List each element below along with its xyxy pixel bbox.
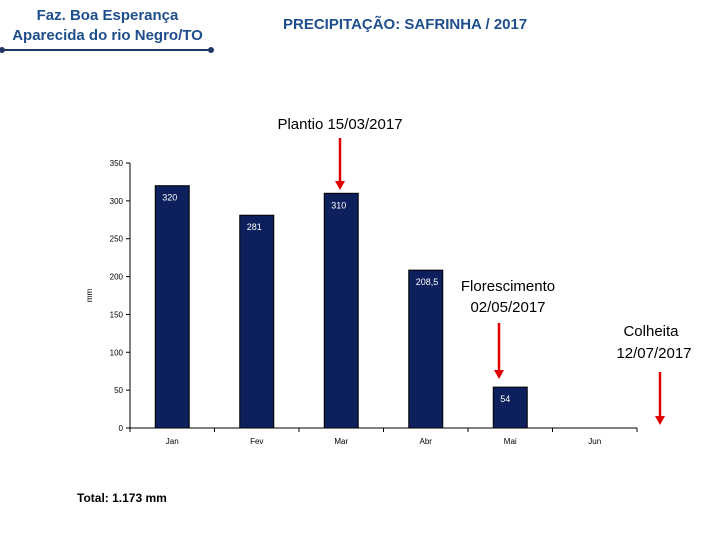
y-tick-label: 200: [110, 273, 124, 282]
bar-value-label: 320: [162, 193, 177, 203]
chart-title: PRECIPITAÇÃO: SAFRINHA / 2017: [283, 16, 528, 33]
x-tick-label: Abr: [420, 437, 433, 446]
annotation-florescimento-date: 02/05/2017: [470, 299, 545, 316]
bar-value-label: 208,5: [416, 277, 439, 287]
bar-value-label: 310: [331, 200, 346, 210]
x-tick-label: Mai: [504, 437, 517, 446]
annotation-colheita-label: Colheita: [623, 323, 679, 340]
farm-name: Faz. Boa Esperança: [36, 7, 179, 24]
bar-value-label: 54: [500, 394, 510, 404]
farm-title: Faz. Boa Esperança Aparecida do rio Negr…: [0, 6, 215, 46]
y-tick-label: 250: [110, 235, 124, 244]
bar: [239, 214, 275, 429]
annotation-arrow-head: [494, 370, 504, 379]
y-tick-label: 0: [119, 424, 124, 433]
x-tick-label: Mar: [334, 437, 348, 446]
x-tick-label: Fev: [250, 437, 263, 446]
annotation-arrow-head: [335, 181, 345, 190]
annotation-colheita-date: 12/07/2017: [616, 345, 691, 362]
x-tick-label: Jan: [166, 437, 179, 446]
bar: [492, 386, 528, 429]
annotation-florescimento-label: Florescimento: [461, 278, 555, 295]
y-tick-label: 150: [110, 310, 124, 319]
bar-value-label: 281: [247, 222, 262, 232]
title-underline: [0, 47, 214, 53]
bar: [408, 269, 444, 429]
bar: [323, 192, 359, 429]
y-tick-label: 50: [114, 386, 123, 395]
y-tick-label: 300: [110, 197, 124, 206]
annotation-arrow-head: [655, 416, 665, 425]
y-tick-label: 350: [110, 159, 124, 168]
y-axis-title: mm: [85, 289, 94, 303]
annotation-plantio: Plantio 15/03/2017: [277, 116, 402, 133]
bar: [154, 185, 190, 429]
total-precipitation: Total: 1.173 mm: [77, 491, 167, 505]
y-tick-label: 100: [110, 348, 124, 357]
farm-location: Aparecida do rio Negro/TO: [12, 27, 203, 44]
x-tick-label: Jun: [588, 437, 601, 446]
